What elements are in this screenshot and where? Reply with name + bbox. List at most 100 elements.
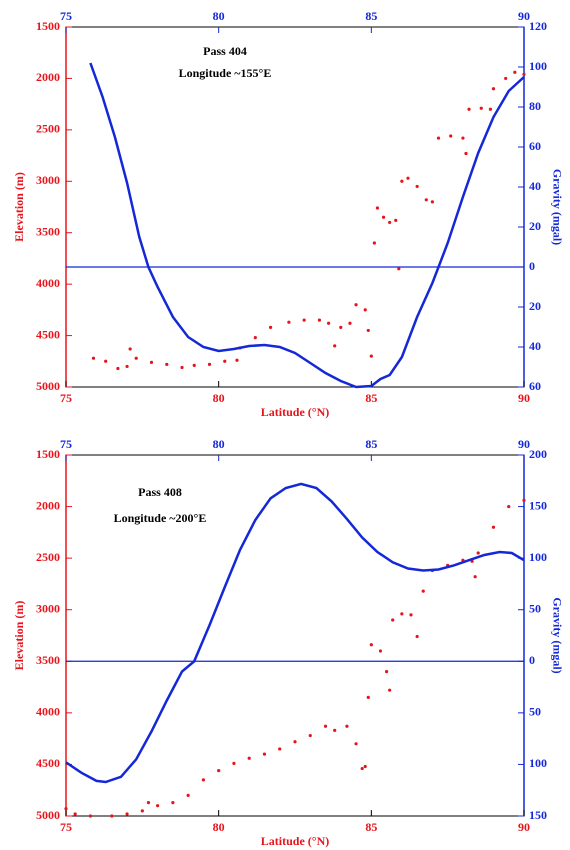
- x2-tick-label: 80: [213, 437, 225, 451]
- x2-tick-label: 80: [213, 9, 225, 23]
- elevation-point: [372, 241, 376, 245]
- y-axis-label: Elevation (m): [12, 601, 26, 671]
- elevation-point: [125, 812, 129, 816]
- elevation-point: [430, 200, 434, 204]
- elevation-point: [473, 575, 477, 579]
- elevation-point: [345, 724, 349, 728]
- elevation-point: [369, 354, 373, 358]
- elevation-point: [388, 688, 392, 692]
- elevation-point: [149, 360, 154, 364]
- elevation-point: [366, 695, 370, 699]
- y-tick-label: 3000: [36, 173, 60, 187]
- elevation-point: [317, 318, 322, 322]
- elevation-point: [415, 184, 419, 189]
- x-axis-label: Latitude (°N): [261, 405, 329, 419]
- elevation-point: [110, 814, 114, 818]
- elevation-point: [421, 589, 425, 593]
- y2-tick-label: 20: [529, 299, 541, 313]
- y2-tick-label: 40: [529, 179, 541, 193]
- elevation-point: [378, 649, 383, 653]
- elevation-point: [156, 804, 160, 808]
- y2-tick-label: 200: [529, 447, 547, 461]
- y2-axis-label: Gravity (mgal): [550, 169, 564, 245]
- elevation-point: [278, 747, 282, 751]
- elevation-point: [391, 618, 395, 622]
- elevation-point: [397, 267, 401, 271]
- y-tick-label: 2000: [36, 70, 60, 84]
- x-tick-label: 75: [60, 820, 72, 834]
- y-tick-label: 2000: [36, 498, 60, 512]
- elevation-point: [491, 525, 496, 529]
- elevation-point: [522, 72, 526, 76]
- y2-tick-label: 150: [529, 498, 547, 512]
- elevation-point: [171, 800, 175, 805]
- y2-tick-label: 60: [529, 139, 541, 153]
- y2-tick-label: 40: [529, 339, 541, 353]
- elevation-point: [363, 764, 367, 769]
- y2-tick-label: 120: [529, 19, 547, 33]
- x-tick-label: 90: [518, 820, 530, 834]
- y-tick-label: 5000: [36, 808, 60, 822]
- elevation-point: [73, 812, 77, 816]
- y-tick-label: 2500: [36, 122, 60, 136]
- x2-tick-label: 75: [60, 437, 72, 451]
- elevation-point: [293, 740, 297, 744]
- x-tick-label: 90: [518, 391, 530, 405]
- elevation-point: [201, 778, 205, 782]
- elevation-point: [146, 800, 151, 805]
- y2-tick-label: 20: [529, 219, 541, 233]
- elevation-point: [354, 303, 358, 307]
- x-tick-label: 75: [60, 391, 72, 405]
- gravity-line: [65, 482, 525, 784]
- elevation-point: [449, 134, 453, 138]
- elevation-point: [308, 733, 312, 738]
- x-tick-label: 85: [365, 820, 377, 834]
- elevation-point: [217, 769, 221, 773]
- annotation: Longitude ~155°E: [179, 66, 272, 80]
- elevation-point: [488, 107, 493, 111]
- elevation-point: [235, 358, 239, 362]
- x-axis-label: Latitude (°N): [261, 834, 329, 848]
- elevation-point: [406, 176, 410, 180]
- elevation-point: [507, 504, 511, 509]
- elevation-point: [91, 356, 96, 360]
- elevation-point: [363, 308, 367, 312]
- elevation-point: [333, 344, 337, 348]
- x2-tick-label: 90: [518, 9, 530, 23]
- elevation-point: [348, 321, 352, 325]
- elevation-point: [88, 814, 93, 818]
- y2-tick-label: 0: [529, 259, 535, 273]
- elevation-point: [400, 179, 404, 183]
- elevation-point: [333, 728, 337, 732]
- elevation-point: [339, 325, 343, 329]
- elevation-point: [247, 756, 251, 760]
- y2-tick-label: 50: [529, 601, 541, 615]
- y2-tick-label: 150: [529, 808, 547, 822]
- elevation-point: [464, 151, 468, 156]
- y-tick-label: 3000: [36, 601, 60, 615]
- y-tick-label: 4500: [36, 327, 60, 341]
- elevation-point: [180, 365, 184, 370]
- elevation-point: [366, 328, 370, 333]
- y-tick-label: 1500: [36, 19, 60, 33]
- elevation-point: [207, 362, 212, 366]
- elevation-point: [394, 218, 398, 222]
- elevation-point: [262, 752, 267, 756]
- elevation-point: [116, 366, 120, 371]
- elevation-point: [104, 359, 108, 363]
- elevation-point: [476, 551, 480, 555]
- elevation-point: [522, 498, 526, 502]
- y2-tick-label: 50: [529, 705, 541, 719]
- elevation-point: [360, 766, 364, 771]
- elevation-point: [64, 807, 68, 811]
- elevation-point: [125, 364, 129, 369]
- elevation-point: [409, 613, 413, 617]
- y-tick-label: 3500: [36, 653, 60, 667]
- elevation-point: [424, 198, 428, 202]
- plot-frame: [65, 26, 525, 388]
- x2-tick-label: 85: [365, 437, 377, 451]
- x2-tick-label: 75: [60, 9, 72, 23]
- elevation-point: [302, 318, 306, 322]
- y2-tick-label: 100: [529, 550, 547, 564]
